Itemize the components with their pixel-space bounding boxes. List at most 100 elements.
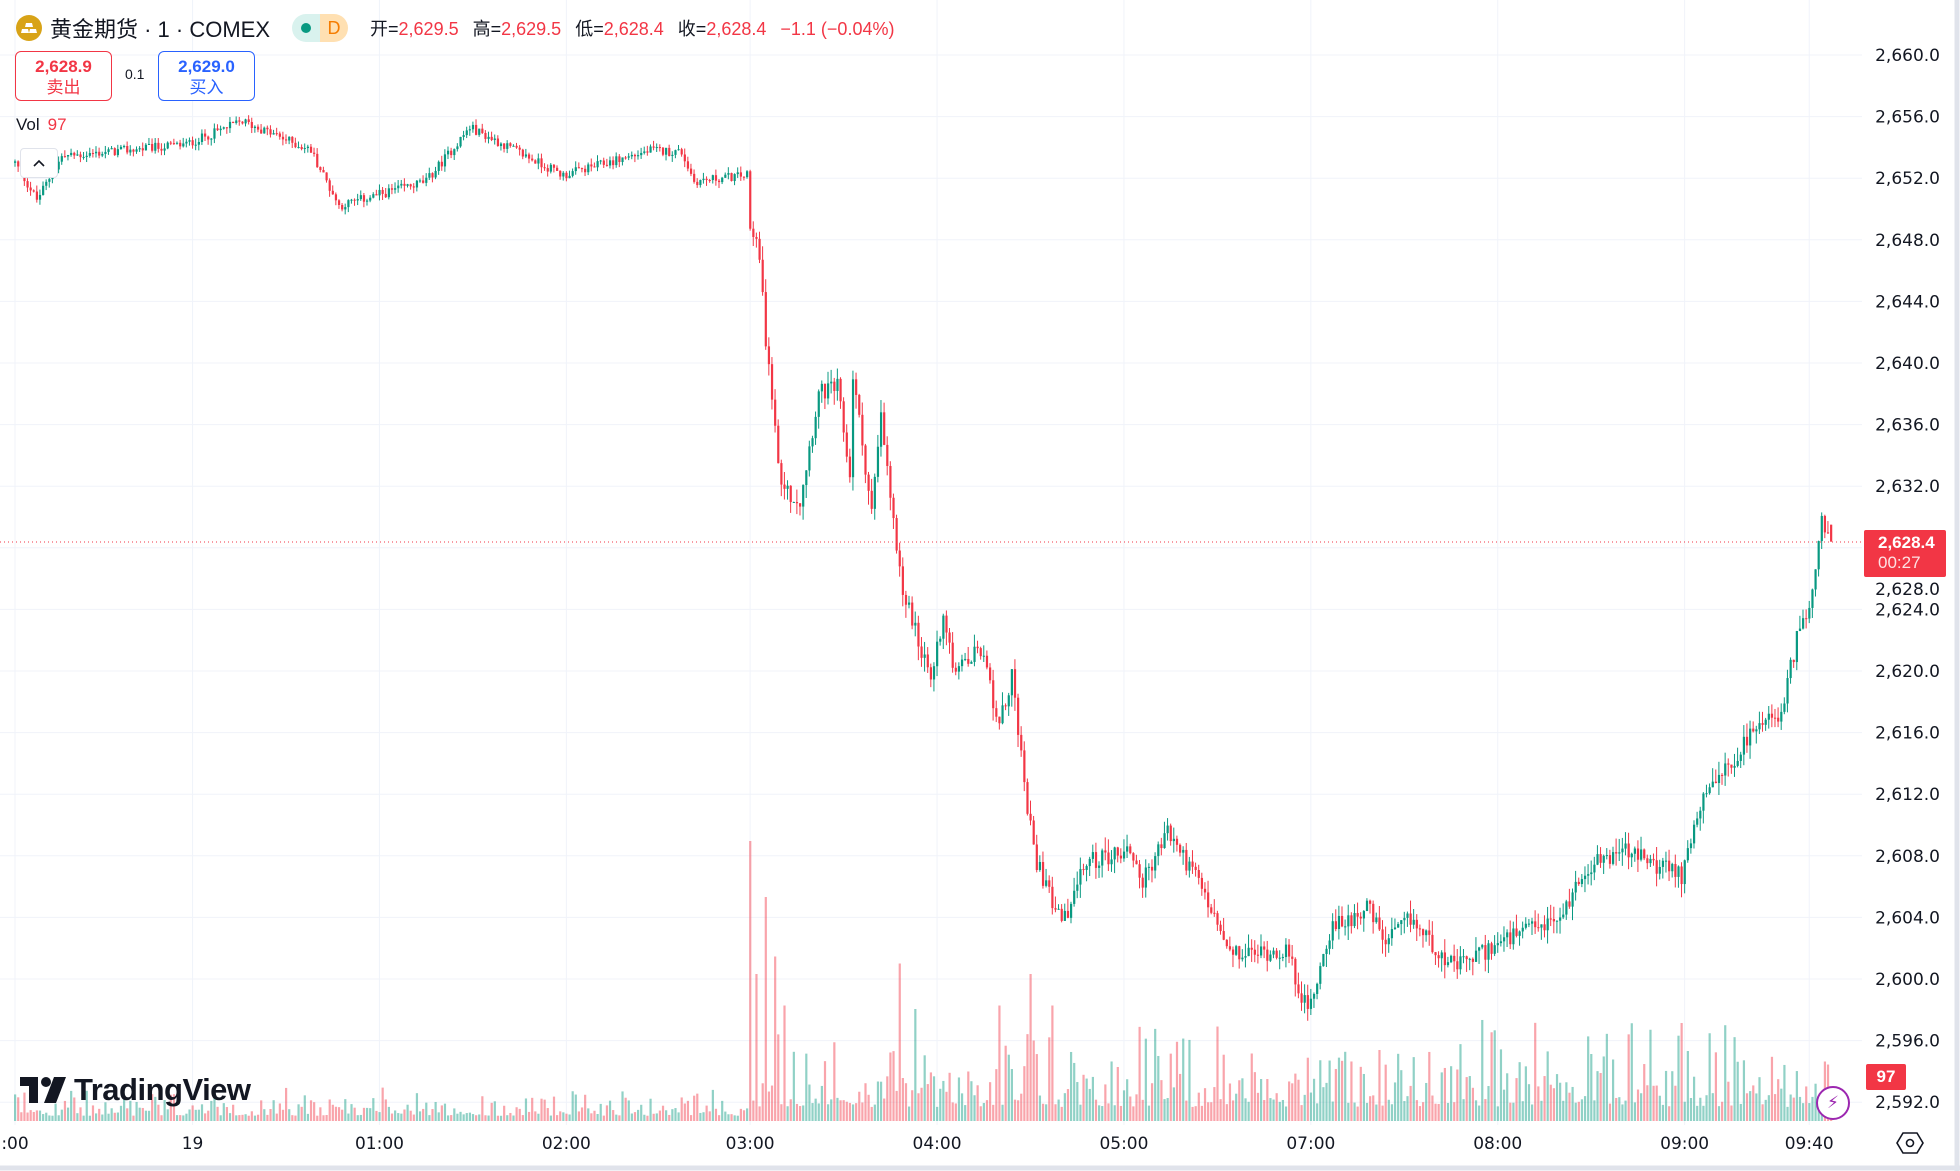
volume-bar	[624, 1097, 627, 1121]
volume-bar	[1132, 1106, 1135, 1121]
volume-bar	[1141, 1099, 1144, 1121]
volume-bar	[1499, 1049, 1503, 1121]
volume-bar	[331, 1104, 334, 1121]
candle-body	[988, 667, 992, 681]
candle-body	[914, 622, 917, 626]
volume-bar	[1010, 1069, 1013, 1121]
volume-bar	[1509, 1102, 1512, 1121]
candle-body	[1543, 924, 1546, 931]
market-status-badge[interactable]: D	[292, 14, 349, 42]
symbol-title[interactable]: 黄金期货 · 1 · COMEX	[50, 17, 271, 42]
candle-body	[1437, 955, 1440, 959]
volume-bar	[1649, 1029, 1652, 1121]
time-axis[interactable]: :00 19 01:00 02:00 03:00 04:00 05:00 07:00 08:00…	[1, 1134, 1833, 1154]
candle-body	[478, 128, 481, 135]
volume-bar	[48, 1115, 51, 1121]
candle-body	[1714, 781, 1717, 784]
candle-body	[658, 147, 662, 149]
volume-bar	[1157, 1055, 1160, 1121]
candle-body	[278, 133, 281, 137]
candle-body	[353, 199, 356, 201]
candle-body	[646, 151, 649, 153]
volume-bar	[1238, 1080, 1241, 1121]
candle-body	[369, 197, 372, 201]
candle-body	[418, 180, 422, 182]
candle-body	[568, 175, 571, 179]
volume-bar	[450, 1115, 453, 1121]
candle-body	[484, 132, 487, 139]
volume-bar	[57, 1115, 60, 1121]
volume-bar	[1587, 1036, 1590, 1121]
volume-bar	[1322, 1087, 1325, 1121]
volume-bar	[88, 1115, 91, 1121]
candle-body	[1094, 852, 1098, 868]
candle-body	[1456, 961, 1459, 970]
candle-body	[1188, 861, 1191, 871]
candle-body	[1191, 861, 1194, 867]
candle-body	[552, 164, 556, 168]
candle-body	[767, 346, 771, 365]
volume-bar	[1051, 1005, 1054, 1121]
volume-bar	[879, 1081, 883, 1121]
volume-bar	[936, 1106, 939, 1121]
lightning-icon[interactable]: ⚡	[1816, 1086, 1850, 1120]
volume-bar	[200, 1104, 204, 1121]
candle-body	[443, 154, 447, 167]
candle-body	[1253, 949, 1256, 955]
candle-body	[437, 161, 440, 171]
volume-bar	[858, 1091, 861, 1121]
candle-body	[1721, 774, 1724, 776]
candle-body	[1696, 818, 1699, 825]
volume-bar	[294, 1115, 297, 1121]
candle-body	[752, 228, 755, 237]
candle-body	[412, 186, 415, 188]
buy-button[interactable]: 2,629.0 买入	[158, 51, 255, 101]
candle-body	[848, 456, 852, 478]
candle-body	[967, 658, 970, 664]
tradingview-logo[interactable]: TradingView	[20, 1072, 251, 1108]
candle-body	[182, 143, 185, 147]
volume-bar	[1655, 1085, 1658, 1121]
price-axis[interactable]: 2,660.0 2,656.0 2,652.0 2,648.0 2,644.0 2,640…	[1875, 46, 1940, 1113]
candle-body	[1228, 946, 1232, 950]
volume-bar	[820, 1085, 823, 1121]
volume-bar	[1387, 1099, 1390, 1121]
candle-body	[537, 158, 540, 164]
volume-bar	[359, 1114, 362, 1121]
volume-bar	[686, 1100, 690, 1121]
candle-body	[1490, 943, 1493, 954]
collapse-legend-button[interactable]	[20, 148, 58, 178]
candle-body	[1141, 877, 1144, 888]
sell-button[interactable]: 2,628.9 卖出	[15, 51, 112, 101]
candle-body	[540, 158, 543, 168]
volume-bar	[1350, 1061, 1353, 1121]
volume-bar	[98, 1108, 101, 1121]
candle-body	[895, 518, 898, 551]
volume-bar	[671, 1109, 674, 1121]
volume-bar	[842, 1100, 845, 1121]
volume-bar	[1468, 1076, 1471, 1121]
candle-body	[693, 173, 696, 182]
volume-bar	[309, 1100, 313, 1121]
volume-bar	[381, 1087, 384, 1121]
candle-body	[1549, 918, 1552, 920]
volume-bar	[1172, 1087, 1175, 1121]
volume-bar	[1263, 1100, 1266, 1121]
volume-bar	[1527, 1084, 1531, 1121]
volume-bar	[42, 1114, 45, 1121]
candle-body	[1203, 888, 1207, 893]
candle-body	[1390, 929, 1394, 939]
volume-bar	[1122, 1090, 1126, 1121]
volume-bar	[157, 1104, 160, 1121]
settings-icon[interactable]	[1896, 1130, 1924, 1156]
candle-body	[1163, 833, 1166, 849]
candle-body	[1185, 849, 1188, 871]
volume-bar	[1101, 1106, 1104, 1121]
volume-legend[interactable]: Vol 97	[16, 115, 67, 135]
volume-bar	[1764, 1099, 1767, 1121]
volume-bar	[512, 1115, 515, 1121]
volume-bar	[562, 1112, 565, 1121]
candle-body	[942, 615, 945, 639]
volume-bar	[496, 1115, 500, 1121]
